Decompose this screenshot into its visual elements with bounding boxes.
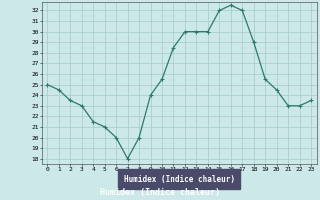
X-axis label: Humidex (Indice chaleur): Humidex (Indice chaleur)	[124, 175, 235, 184]
Text: Humidex (Indice chaleur): Humidex (Indice chaleur)	[100, 188, 220, 198]
